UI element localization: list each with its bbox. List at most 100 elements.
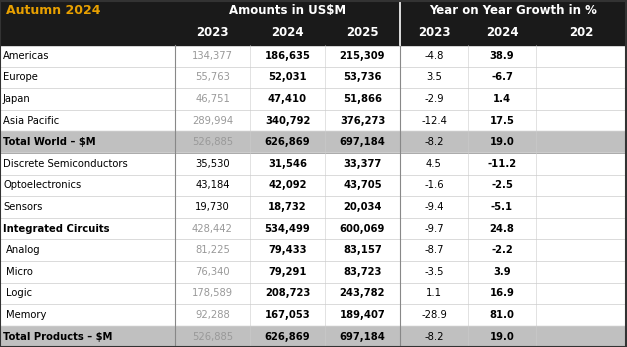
Text: -9.4: -9.4 (424, 202, 444, 212)
Text: 697,184: 697,184 (340, 137, 386, 147)
Text: -12.4: -12.4 (421, 116, 447, 126)
Bar (0, 326, 627, 347)
Text: 1.1: 1.1 (426, 288, 442, 298)
Text: 83,157: 83,157 (343, 245, 382, 255)
Text: 3.5: 3.5 (426, 73, 442, 82)
Text: 81.0: 81.0 (490, 310, 514, 320)
Bar (0, 153, 627, 175)
Text: 134,377: 134,377 (192, 51, 233, 61)
Text: 92,288: 92,288 (195, 310, 230, 320)
Text: 79,291: 79,291 (268, 267, 307, 277)
Text: -3.5: -3.5 (424, 267, 444, 277)
Text: 19,730: 19,730 (195, 202, 230, 212)
Text: 189,407: 189,407 (340, 310, 386, 320)
Text: Memory: Memory (6, 310, 46, 320)
Bar (0, 110, 627, 132)
Text: -9.7: -9.7 (424, 223, 444, 234)
Text: 51,866: 51,866 (343, 94, 382, 104)
Text: 2025: 2025 (346, 26, 379, 39)
Text: 340,792: 340,792 (265, 116, 310, 126)
Text: Japan: Japan (3, 94, 31, 104)
Text: 697,184: 697,184 (340, 332, 386, 341)
Text: 19.0: 19.0 (490, 332, 514, 341)
Bar (0, 45, 627, 67)
Text: 626,869: 626,869 (265, 137, 310, 147)
Bar (0, 282, 627, 304)
Bar (0, 304, 627, 326)
Text: 38.9: 38.9 (490, 51, 514, 61)
Text: 24.8: 24.8 (490, 223, 514, 234)
Text: 52,031: 52,031 (268, 73, 307, 82)
Text: 46,751: 46,751 (195, 94, 230, 104)
Text: 2023: 2023 (196, 26, 229, 39)
Text: Year on Year Growth in %: Year on Year Growth in % (429, 3, 598, 17)
Text: Analog: Analog (6, 245, 41, 255)
Text: 167,053: 167,053 (265, 310, 310, 320)
Text: Sensors: Sensors (3, 202, 43, 212)
Bar (0, 175, 627, 196)
Text: 534,499: 534,499 (265, 223, 310, 234)
Text: 215,309: 215,309 (340, 51, 385, 61)
Text: Optoelectronics: Optoelectronics (3, 180, 82, 191)
Text: Autumn 2024: Autumn 2024 (6, 3, 100, 17)
Text: 186,635: 186,635 (265, 51, 310, 61)
Bar (0, 196, 627, 218)
Text: 33,377: 33,377 (344, 159, 382, 169)
Text: -8.2: -8.2 (424, 137, 444, 147)
Bar (0, 239, 627, 261)
Text: 18,732: 18,732 (268, 202, 307, 212)
Text: -4.8: -4.8 (424, 51, 444, 61)
Text: 19.0: 19.0 (490, 137, 514, 147)
Text: 53,736: 53,736 (343, 73, 382, 82)
Text: -28.9: -28.9 (421, 310, 447, 320)
Text: -2.2: -2.2 (491, 245, 513, 255)
Text: 600,069: 600,069 (340, 223, 385, 234)
Text: -1.6: -1.6 (424, 180, 444, 191)
Text: 526,885: 526,885 (192, 137, 233, 147)
Text: Integrated Circuits: Integrated Circuits (3, 223, 110, 234)
Text: 626,869: 626,869 (265, 332, 310, 341)
Text: -2.9: -2.9 (424, 94, 444, 104)
Text: 43,705: 43,705 (343, 180, 382, 191)
Text: 526,885: 526,885 (192, 332, 233, 341)
Text: Total Products – $M: Total Products – $M (3, 332, 112, 341)
Text: 47,410: 47,410 (268, 94, 307, 104)
Text: -5.1: -5.1 (491, 202, 513, 212)
Text: -6.7: -6.7 (491, 73, 513, 82)
Text: 83,723: 83,723 (344, 267, 382, 277)
Text: -11.2: -11.2 (487, 159, 517, 169)
Text: 43,184: 43,184 (195, 180, 229, 191)
Text: -2.5: -2.5 (491, 180, 513, 191)
Bar (0, 218, 627, 239)
Text: 208,723: 208,723 (265, 288, 310, 298)
Text: 55,763: 55,763 (195, 73, 230, 82)
Text: 76,340: 76,340 (195, 267, 230, 277)
Bar (0, 132, 627, 153)
Bar (0, 88, 627, 110)
Text: -8.7: -8.7 (424, 245, 444, 255)
Text: 17.5: 17.5 (490, 116, 514, 126)
Text: 289,994: 289,994 (192, 116, 233, 126)
Bar (0, 67, 627, 88)
Text: 35,530: 35,530 (195, 159, 230, 169)
Text: 1.4: 1.4 (493, 94, 511, 104)
Text: 2024: 2024 (486, 26, 519, 39)
Text: Logic: Logic (6, 288, 32, 298)
Text: Americas: Americas (3, 51, 50, 61)
Text: 79,433: 79,433 (268, 245, 307, 255)
Text: 4.5: 4.5 (426, 159, 442, 169)
Text: 81,225: 81,225 (195, 245, 230, 255)
Text: 20,034: 20,034 (343, 202, 382, 212)
Text: Micro: Micro (6, 267, 33, 277)
Text: Discrete Semiconductors: Discrete Semiconductors (3, 159, 128, 169)
Text: 376,273: 376,273 (340, 116, 385, 126)
Text: 428,442: 428,442 (192, 223, 233, 234)
Text: Europe: Europe (3, 73, 38, 82)
Text: 202: 202 (569, 26, 594, 39)
Text: -8.2: -8.2 (424, 332, 444, 341)
Text: Total World – $M: Total World – $M (3, 137, 96, 147)
Text: 2023: 2023 (418, 26, 450, 39)
Text: Amounts in US$M: Amounts in US$M (229, 3, 346, 17)
Text: Asia Pacific: Asia Pacific (3, 116, 59, 126)
Text: 42,092: 42,092 (268, 180, 307, 191)
